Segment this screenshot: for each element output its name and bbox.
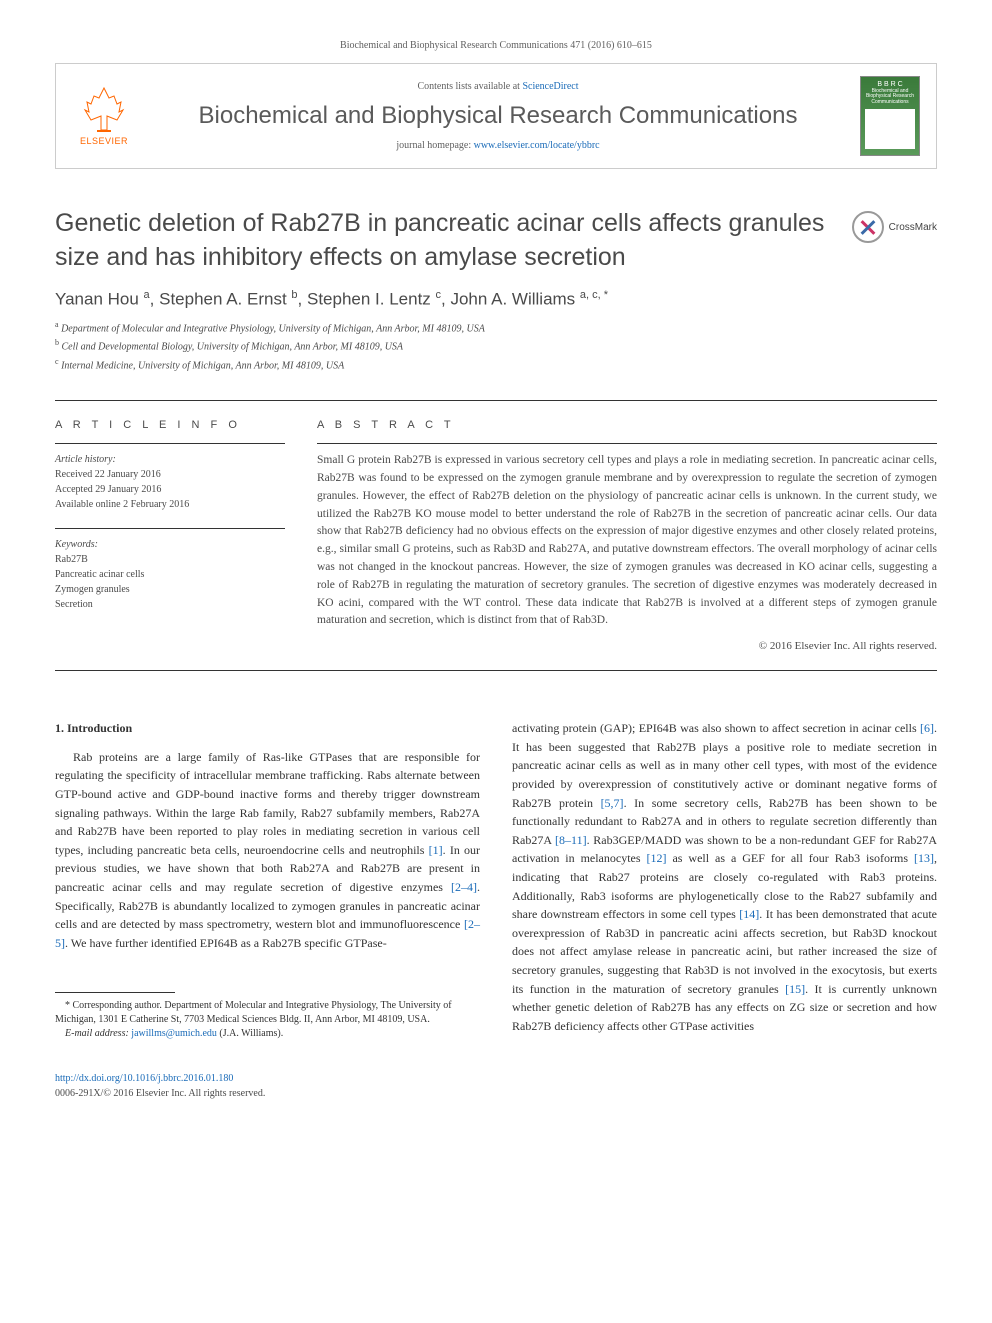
corresponding-email-link[interactable]: jawillms@umich.edu <box>131 1028 217 1039</box>
corresponding-author-text: * Corresponding author. Department of Mo… <box>55 999 480 1027</box>
authors-line: Yanan Hou a, Stephen A. Ernst b, Stephen… <box>55 289 937 310</box>
citation-link[interactable]: [6] <box>920 721 934 735</box>
keywords-label: Keywords: <box>55 537 285 552</box>
email-suffix: (J.A. Williams). <box>219 1028 283 1039</box>
abstract-text: Small G protein Rab27B is expressed in v… <box>317 452 937 630</box>
keyword: Zymogen granules <box>55 582 285 597</box>
article-info-column: A R T I C L E I N F O Article history: R… <box>55 419 285 652</box>
crossmark-label: CrossMark <box>889 222 937 233</box>
abstract-divider <box>317 443 937 444</box>
issn-copyright-line: 0006-291X/© 2016 Elsevier Inc. All right… <box>55 1088 265 1099</box>
email-line: E-mail address: jawillms@umich.edu (J.A.… <box>55 1027 480 1041</box>
keyword: Rab27B <box>55 552 285 567</box>
crossmark-icon <box>852 211 884 243</box>
article-history-block: Article history: Received 22 January 201… <box>55 452 285 512</box>
email-label: E-mail address: <box>65 1028 129 1039</box>
abstract-column: A B S T R A C T Small G protein Rab27B i… <box>317 419 937 652</box>
body-paragraph: Rab proteins are a large family of Ras-l… <box>55 748 480 953</box>
citation-link[interactable]: [13] <box>914 851 934 865</box>
divider-rule <box>55 670 937 671</box>
online-date: Available online 2 February 2016 <box>55 497 285 512</box>
elsevier-text: ELSEVIER <box>80 136 128 146</box>
abstract-heading: A B S T R A C T <box>317 419 937 431</box>
citation-link[interactable]: [5,7] <box>601 796 624 810</box>
body-paragraph: activating protein (GAP); EPI64B was als… <box>512 719 937 1035</box>
keyword: Secretion <box>55 597 285 612</box>
body-two-column: 1. Introduction Rab proteins are a large… <box>55 719 937 1041</box>
contents-lists-line: Contents lists available at ScienceDirec… <box>136 81 860 92</box>
journal-name: Biochemical and Biophysical Research Com… <box>136 102 860 130</box>
affiliation-c: c Internal Medicine, University of Michi… <box>55 356 937 374</box>
info-divider <box>55 528 285 529</box>
affiliations: a Department of Molecular and Integrativ… <box>55 319 937 374</box>
citation-link[interactable]: [2–5] <box>55 917 480 950</box>
article-title: Genetic deletion of Rab27B in pancreatic… <box>55 207 832 275</box>
corresponding-author-footnote: * Corresponding author. Department of Mo… <box>55 999 480 1041</box>
page-footer: http://dx.doi.org/10.1016/j.bbrc.2016.01… <box>55 1071 937 1101</box>
body-column-left: 1. Introduction Rab proteins are a large… <box>55 719 480 1041</box>
accepted-date: Accepted 29 January 2016 <box>55 482 285 497</box>
homepage-prefix: journal homepage: <box>396 140 473 151</box>
doi-link[interactable]: http://dx.doi.org/10.1016/j.bbrc.2016.01… <box>55 1073 233 1084</box>
contents-prefix: Contents lists available at <box>417 81 522 92</box>
keywords-block: Keywords: Rab27B Pancreatic acinar cells… <box>55 537 285 612</box>
journal-homepage-line: journal homepage: www.elsevier.com/locat… <box>136 140 860 151</box>
journal-header-box: ELSEVIER Contents lists available at Sci… <box>55 63 937 169</box>
citation-link[interactable]: [1] <box>429 843 443 857</box>
received-date: Received 22 January 2016 <box>55 467 285 482</box>
body-column-right: activating protein (GAP); EPI64B was als… <box>512 719 937 1041</box>
journal-homepage-link[interactable]: www.elsevier.com/locate/ybbrc <box>474 140 600 151</box>
sciencedirect-link[interactable]: ScienceDirect <box>522 81 578 92</box>
citation-link[interactable]: [15] <box>785 982 805 996</box>
keyword: Pancreatic acinar cells <box>55 567 285 582</box>
footnote-separator <box>55 992 175 993</box>
elsevier-tree-icon <box>79 86 129 134</box>
cover-badge-full: Biochemical and Biophysical Research Com… <box>861 89 919 106</box>
affiliation-b: b Cell and Developmental Biology, Univer… <box>55 337 937 355</box>
journal-reference: Biochemical and Biophysical Research Com… <box>55 40 937 51</box>
elsevier-logo: ELSEVIER <box>72 81 136 151</box>
info-divider <box>55 443 285 444</box>
abstract-copyright: © 2016 Elsevier Inc. All rights reserved… <box>317 640 937 652</box>
citation-link[interactable]: [8–11] <box>555 833 587 847</box>
citation-link[interactable]: [12] <box>647 851 667 865</box>
crossmark-badge[interactable]: CrossMark <box>852 211 937 243</box>
article-info-heading: A R T I C L E I N F O <box>55 419 285 431</box>
journal-cover-thumbnail: B B R C Biochemical and Biophysical Rese… <box>860 76 920 156</box>
section-heading-introduction: 1. Introduction <box>55 719 480 738</box>
history-label: Article history: <box>55 452 285 467</box>
divider-rule <box>55 400 937 401</box>
affiliation-a: a Department of Molecular and Integrativ… <box>55 319 937 337</box>
citation-link[interactable]: [2–4] <box>451 880 477 894</box>
citation-link[interactable]: [14] <box>739 907 759 921</box>
